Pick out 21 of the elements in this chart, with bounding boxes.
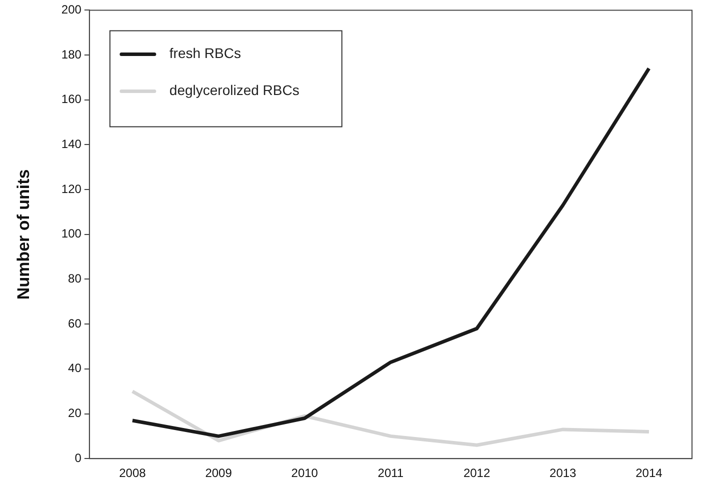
y-tick-label: 40 bbox=[68, 361, 82, 376]
y-tick-label: 100 bbox=[61, 226, 82, 241]
y-tick-label: 140 bbox=[61, 137, 82, 152]
x-tick-label: 2014 bbox=[636, 466, 663, 480]
legend-label: deglycerolized RBCs bbox=[169, 82, 300, 98]
y-tick-label: 80 bbox=[68, 272, 82, 286]
x-tick-label: 2008 bbox=[119, 466, 146, 480]
x-tick-label: 2013 bbox=[550, 466, 577, 480]
x-tick-label: 2012 bbox=[463, 466, 490, 480]
y-tick-label: 20 bbox=[68, 406, 82, 420]
x-tick-label: 2011 bbox=[378, 466, 404, 480]
x-tick-label: 2009 bbox=[205, 466, 232, 480]
y-tick-label: 200 bbox=[61, 2, 82, 17]
legend-label: fresh RBCs bbox=[169, 45, 241, 62]
y-tick-label: 160 bbox=[61, 92, 82, 106]
y-tick-label: 120 bbox=[61, 182, 82, 196]
y-tick-label: 60 bbox=[68, 316, 82, 330]
y-tick-label: 180 bbox=[61, 47, 82, 62]
y-tick-label: 0 bbox=[74, 450, 82, 465]
x-tick-label: 2010 bbox=[291, 466, 318, 480]
y-axis-title: Number of units bbox=[14, 169, 33, 300]
